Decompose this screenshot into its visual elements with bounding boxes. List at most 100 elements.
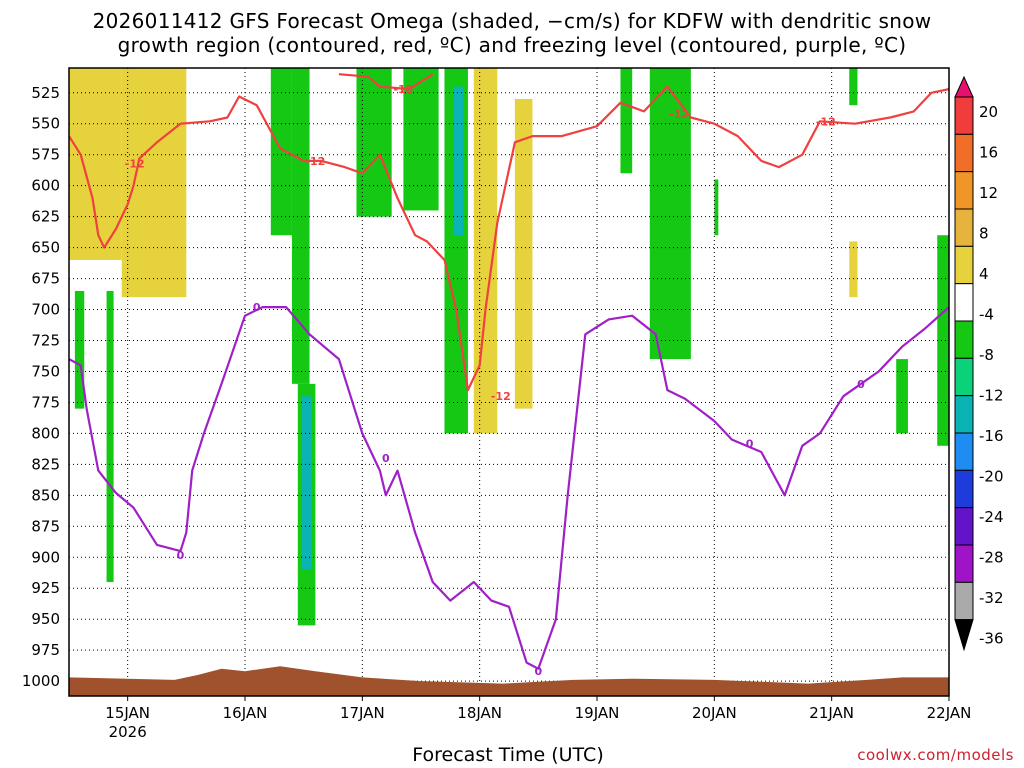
- dgz-contour-red-upper: [338, 73, 434, 91]
- colorbar-swatch: [954, 171, 974, 210]
- x-tick-label: 22JAN: [927, 704, 972, 722]
- omega-region: [74, 290, 85, 409]
- omega-shading: [69, 68, 949, 626]
- y-tick-label: 650: [31, 239, 60, 257]
- plot-background: [69, 68, 949, 696]
- contour-lines: -12 -12 -18 -12 -12 -12 0 0 0 0 0 0: [69, 73, 949, 678]
- colorbar-swatch: [954, 581, 974, 621]
- y-tick-label: 875: [31, 517, 60, 535]
- colorbar-label: -12: [979, 387, 1004, 405]
- colorbar-swatch: [954, 320, 974, 359]
- omega-region: [121, 68, 187, 298]
- y-tick-label: 725: [31, 332, 60, 350]
- dgz-contour-red: [69, 85, 949, 392]
- y-tick-label: 600: [31, 177, 60, 195]
- contour-label: 0: [746, 437, 754, 450]
- colorbar: 20 16 12 8 4 -4 -8 -12 -16 -20 -24 -28 -32 -36: [954, 75, 1004, 652]
- x-tick-label: 18JAN: [457, 704, 502, 722]
- chart-title-line-2: growth region (contoured, red, ºC) and f…: [117, 33, 907, 57]
- omega-region: [291, 68, 310, 384]
- colorbar-swatch: [954, 208, 974, 247]
- y-tick-label: 1000: [22, 672, 60, 690]
- colorbar-swatch: [954, 507, 974, 546]
- y-tick-label: 800: [31, 424, 60, 442]
- y-tick-label: 775: [31, 393, 60, 411]
- colorbar-label: 8: [979, 225, 989, 243]
- y-tick-label: 625: [31, 208, 60, 226]
- omega-region: [649, 68, 691, 360]
- omega-region: [514, 98, 533, 409]
- colorbar-label: -28: [979, 549, 1004, 567]
- omega-region: [714, 179, 719, 236]
- colorbar-swatch: [954, 395, 974, 434]
- colorbar-label: 4: [979, 265, 989, 283]
- colorbar-swatch: [954, 96, 974, 135]
- omega-region: [69, 68, 122, 260]
- grid-lines: [69, 68, 950, 696]
- y-tick-label: 850: [31, 486, 60, 504]
- y-tick-label: 900: [31, 548, 60, 566]
- freezing-contour-purple: [69, 306, 949, 670]
- x-tick-year-label: 2026: [109, 723, 147, 741]
- y-tick-label: 550: [31, 115, 60, 133]
- colorbar-label: -4: [979, 306, 994, 324]
- contour-label: -12: [816, 115, 836, 128]
- x-tick-label: 17JAN: [340, 704, 385, 722]
- contour-label: -12: [491, 390, 511, 403]
- colorbar-swatch: [954, 432, 974, 471]
- omega-region: [356, 68, 392, 217]
- x-tick-label: 19JAN: [575, 704, 620, 722]
- y-tick-label: 825: [31, 455, 60, 473]
- omega-region: [270, 68, 292, 236]
- x-tick-label: 15JAN: [105, 704, 150, 722]
- credit-link[interactable]: coolwx.com/models: [857, 746, 1014, 764]
- terrain-fill: [69, 666, 949, 696]
- x-axis-label: Forecast Time (UTC): [412, 744, 604, 766]
- contour-label: 0: [177, 549, 185, 562]
- colorbar-label: -8: [979, 346, 994, 364]
- colorbar-swatch: [954, 544, 974, 583]
- contour-label: 0: [535, 665, 543, 678]
- y-tick-label: 925: [31, 579, 60, 597]
- colorbar-swatch: [954, 75, 974, 98]
- colorbar-label: -16: [979, 427, 1004, 445]
- y-tick-label: 675: [31, 270, 60, 288]
- colorbar-swatch: [954, 357, 974, 397]
- omega-region: [620, 68, 633, 174]
- colorbar-swatch: [954, 283, 974, 322]
- contour-label: -12: [669, 108, 689, 121]
- omega-region: [106, 290, 114, 583]
- colorbar-label: -20: [979, 468, 1004, 486]
- omega-region: [896, 359, 908, 434]
- contour-label: 0: [382, 452, 390, 465]
- contour-label: -12: [125, 157, 145, 170]
- omega-region: [301, 396, 312, 570]
- x-tick-label: 21JAN: [809, 704, 854, 722]
- colorbar-label: -32: [979, 589, 1004, 607]
- colorbar-swatch: [954, 469, 974, 509]
- x-tick-label: 16JAN: [223, 704, 268, 722]
- omega-region: [937, 235, 949, 446]
- terrain-ground: [69, 666, 949, 696]
- colorbar-label: 12: [979, 184, 998, 202]
- colorbar-label: 16: [979, 144, 998, 162]
- colorbar-label: -24: [979, 508, 1004, 526]
- contour-label: 0: [253, 301, 261, 314]
- omega-region: [453, 86, 464, 236]
- colorbar-swatch: [954, 245, 974, 285]
- omega-region: [849, 241, 858, 298]
- x-axis: 15JAN 16JAN 17JAN 18JAN 19JAN 20JAN 21JAN 22JAN…: [105, 696, 971, 741]
- omega-region: [403, 68, 439, 211]
- y-tick-label: 750: [31, 362, 60, 380]
- omega-region: [473, 68, 498, 434]
- colorbar-swatch: [954, 619, 974, 652]
- y-tick-label: 700: [31, 301, 60, 319]
- y-tick-label: 975: [31, 641, 60, 659]
- colorbar-label: -36: [979, 630, 1004, 648]
- y-tick-label: 575: [31, 146, 60, 164]
- y-tick-label: 950: [31, 610, 60, 628]
- contour-label: 0: [857, 378, 865, 391]
- contour-label: -18: [393, 83, 413, 96]
- y-axis: 525 550 575 600 625 650 675 700 725 750 775 800 825 8…: [22, 84, 60, 690]
